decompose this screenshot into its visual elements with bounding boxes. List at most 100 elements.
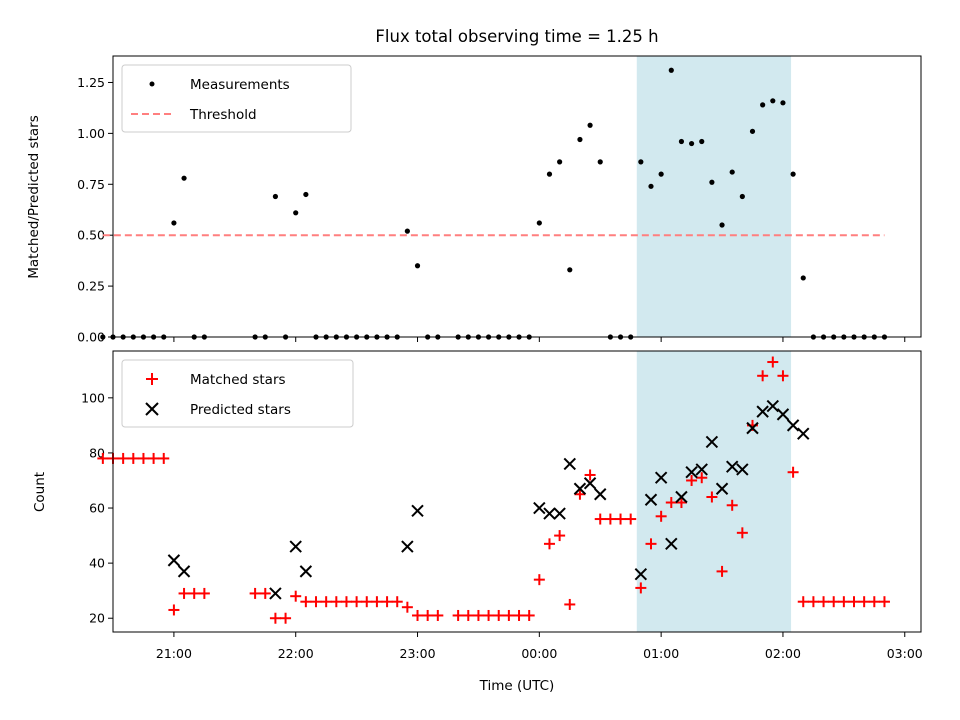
- matched-star-point: [158, 452, 170, 464]
- y-tick-label: 60: [89, 501, 105, 516]
- predicted-star-point: [654, 471, 668, 484]
- predicted-stars-legend-marker: [145, 402, 159, 416]
- matched-star-point: [818, 596, 830, 608]
- matched-star-point: [736, 527, 748, 539]
- measurement-point: [729, 169, 735, 175]
- matched-star-point: [351, 596, 363, 608]
- counts-panel: 20 40 60 80 100 21:00 22:00 23:00 00:00 01:00 02:…: [32, 350, 923, 694]
- matched-star-point: [391, 596, 403, 608]
- matched-star-point: [604, 513, 616, 525]
- matched-star-point: [300, 596, 312, 608]
- count-legend-box: [121, 359, 354, 428]
- threshold-legend-label: Threshold: [189, 107, 257, 123]
- measurement-point: [171, 220, 177, 226]
- measurement-point: [678, 138, 685, 145]
- measurement-point: [658, 171, 664, 177]
- predicted-star-point: [746, 421, 759, 435]
- predicted-star-point: [583, 477, 597, 490]
- matched-star-point: [594, 513, 606, 525]
- measurement-point: [699, 138, 705, 145]
- measurement-point: [577, 136, 583, 143]
- matched-star-point: [188, 587, 200, 599]
- matched-star-point: [148, 452, 160, 464]
- ratio-plot-frame: [112, 55, 922, 338]
- matched-star-point: [696, 472, 708, 484]
- predicted-star-point: [644, 493, 658, 506]
- measurement-point: [557, 159, 563, 165]
- measurement-point: [739, 193, 745, 200]
- y-tick-label: 20: [89, 611, 105, 626]
- matched-star-point: [422, 609, 434, 621]
- predicted-star-point: [553, 507, 566, 520]
- matched-star-point: [838, 596, 850, 608]
- count-legend: Matched stars Predicted stars: [121, 359, 354, 428]
- matched-star-point: [137, 452, 149, 464]
- matched-star-point: [401, 601, 413, 613]
- measurement-point: [567, 267, 573, 273]
- matched-star-point: [797, 596, 809, 608]
- matched-star-point: [543, 538, 555, 550]
- matched-star-point: [757, 370, 769, 382]
- matched-stars-legend-marker: [146, 373, 158, 385]
- x-tick-label: 01:00: [643, 646, 679, 661]
- matched-star-point: [574, 488, 586, 500]
- measurement-point: [272, 193, 279, 200]
- measurement-point: [760, 102, 766, 108]
- y-tick-label: 1.00: [77, 126, 105, 141]
- measurement-point: [414, 263, 421, 269]
- matched-star-point: [361, 596, 373, 608]
- measurement-point: [303, 191, 309, 198]
- y-tick-label: 0.25: [77, 279, 105, 294]
- count-series: [97, 356, 890, 624]
- predicted-star-point: [665, 537, 678, 551]
- ratio-x-axis-ticks: [173, 337, 906, 342]
- measurement-point: [181, 175, 187, 181]
- measurements-legend-marker: [149, 81, 155, 87]
- predicted-star-point: [766, 399, 780, 413]
- matched-star-point: [716, 565, 728, 577]
- matched-star-point: [777, 370, 789, 382]
- predicted-star-point: [797, 427, 810, 440]
- matched-star-point: [726, 499, 738, 511]
- measurement-point: [100, 334, 106, 340]
- measurement-point: [709, 179, 715, 185]
- matched-stars-points: [97, 356, 890, 624]
- measurement-point: [536, 220, 542, 226]
- count-y-axis-ticks: 20 40 60 80 100: [81, 390, 113, 626]
- matched-star-point: [584, 469, 596, 481]
- predicted-star-point: [269, 587, 282, 600]
- predicted-stars-legend-label: Predicted stars: [190, 402, 291, 418]
- matched-star-point: [493, 609, 505, 621]
- matched-star-point: [371, 596, 383, 608]
- predicted-star-point: [594, 488, 607, 501]
- matched-star-point: [432, 609, 444, 621]
- predicted-star-point: [634, 567, 648, 581]
- predicted-star-point: [736, 463, 749, 476]
- highlight-band: [636, 56, 792, 337]
- predicted-star-point: [289, 540, 302, 553]
- matched-star-point: [178, 587, 190, 599]
- x-axis-title: Time (UTC): [479, 678, 555, 694]
- predicted-star-point: [675, 490, 688, 504]
- predicted-star-point: [167, 554, 181, 567]
- matched-star-point: [290, 590, 302, 602]
- matched-star-point: [330, 596, 342, 608]
- x-tick-label: 00:00: [521, 646, 557, 661]
- count-x-axis-ticks: 21:00 22:00 23:00 00:00 01:00 02:00 03:00: [156, 632, 923, 661]
- ratio-y-axis-ticks: 0.00 0.25 0.50 0.75 1.00 1.25: [77, 75, 113, 345]
- predicted-star-point: [715, 482, 729, 495]
- matched-star-point: [280, 612, 292, 624]
- ratio-legend-box: [121, 64, 352, 133]
- measurement-point: [404, 228, 410, 234]
- x-tick-label: 02:00: [765, 646, 801, 661]
- y-tick-label: 40: [89, 556, 105, 571]
- count-plot-frame: [112, 350, 922, 633]
- matched-star-point: [868, 596, 880, 608]
- matched-star-point: [828, 596, 840, 608]
- x-tick-label: 23:00: [400, 646, 436, 661]
- y-tick-label: 100: [81, 390, 105, 405]
- predicted-star-point: [401, 540, 414, 553]
- matched-star-point: [848, 596, 860, 608]
- matched-star-point: [767, 356, 779, 368]
